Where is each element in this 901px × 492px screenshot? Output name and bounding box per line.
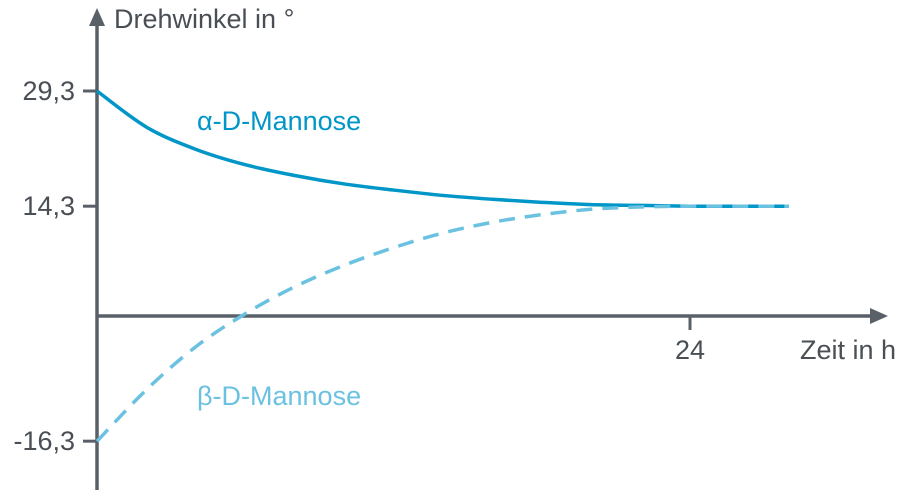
series-label-alpha-d-mannose: α-D-Mannose [197,106,361,136]
x-tick-label: 24 [675,335,705,365]
y-tick-label: -16,3 [13,426,75,456]
y-axis-title: Drehwinkel in ° [114,4,294,34]
y-tick-label: 29,3 [22,76,75,106]
y-ticks: 29,3 14,3 -16,3 [13,76,97,456]
x-ticks: 24 [675,316,705,365]
series-line-beta-d-mannose [95,204,789,443]
series-label-beta-d-mannose: β-D-Mannose [197,381,361,411]
series-group: α-D-Mannose β-D-Mannose [95,89,789,443]
x-axis-arrow [870,308,888,324]
y-tick-label: 14,3 [22,191,75,221]
x-axis-title: Zeit in h [800,335,896,365]
y-axis-arrow [89,8,105,26]
series-line-alpha-d-mannose [95,89,789,208]
